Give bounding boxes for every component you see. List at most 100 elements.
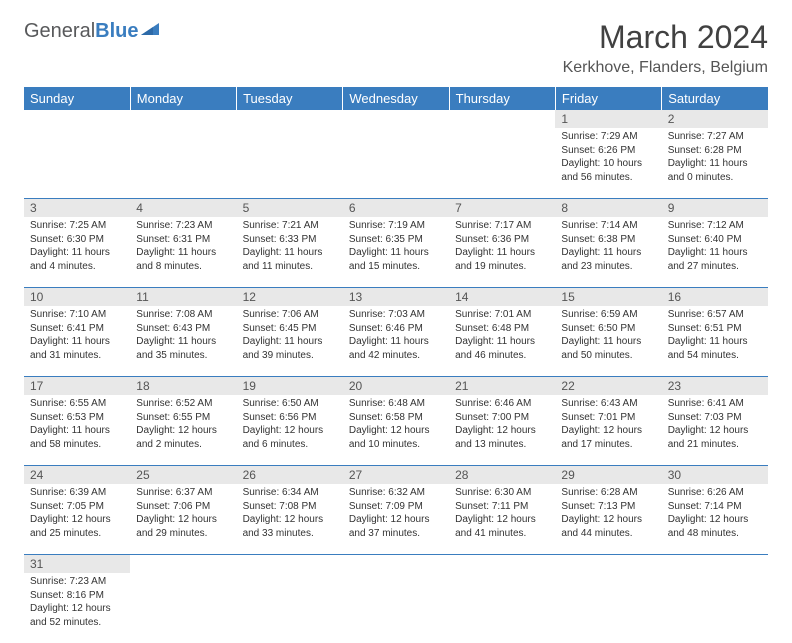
day-number: 13	[343, 288, 449, 307]
weekday-header: Wednesday	[343, 87, 449, 110]
day-cell-content: Sunrise: 7:08 AMSunset: 6:43 PMDaylight:…	[130, 306, 236, 366]
sunrise-text: Sunrise: 6:26 AM	[668, 486, 762, 500]
daylight-text: Daylight: 11 hours and 31 minutes.	[30, 335, 124, 362]
sunset-text: Sunset: 6:51 PM	[668, 322, 762, 336]
header: GeneralBlue March 2024 Kerkhove, Flander…	[24, 20, 768, 77]
daylight-text: Daylight: 11 hours and 19 minutes.	[455, 246, 549, 273]
content-row: Sunrise: 7:10 AMSunset: 6:41 PMDaylight:…	[24, 306, 768, 377]
day-cell-content: Sunrise: 6:41 AMSunset: 7:03 PMDaylight:…	[662, 395, 768, 455]
day-cell: Sunrise: 6:55 AMSunset: 6:53 PMDaylight:…	[24, 395, 130, 466]
sunset-text: Sunset: 6:55 PM	[136, 411, 230, 425]
day-cell-content: Sunrise: 7:27 AMSunset: 6:28 PMDaylight:…	[662, 128, 768, 188]
daylight-text: Daylight: 11 hours and 58 minutes.	[30, 424, 124, 451]
day-cell: Sunrise: 6:30 AMSunset: 7:11 PMDaylight:…	[449, 484, 555, 555]
sunrise-text: Sunrise: 7:17 AM	[455, 219, 549, 233]
daynum-row: 3456789	[24, 199, 768, 218]
day-cell	[130, 573, 236, 643]
day-number: 16	[662, 288, 768, 307]
daylight-text: Daylight: 11 hours and 4 minutes.	[30, 246, 124, 273]
daylight-text: Daylight: 11 hours and 27 minutes.	[668, 246, 762, 273]
day-number: 6	[343, 199, 449, 218]
sunset-text: Sunset: 7:11 PM	[455, 500, 549, 514]
sunset-text: Sunset: 6:26 PM	[561, 144, 655, 158]
day-cell-content: Sunrise: 7:03 AMSunset: 6:46 PMDaylight:…	[343, 306, 449, 366]
sunrise-text: Sunrise: 7:14 AM	[561, 219, 655, 233]
sunrise-text: Sunrise: 6:28 AM	[561, 486, 655, 500]
day-cell	[130, 128, 236, 199]
day-cell: Sunrise: 7:14 AMSunset: 6:38 PMDaylight:…	[555, 217, 661, 288]
day-number: 1	[555, 110, 661, 128]
sunset-text: Sunset: 6:41 PM	[30, 322, 124, 336]
day-cell	[555, 573, 661, 643]
sunrise-text: Sunrise: 6:55 AM	[30, 397, 124, 411]
day-cell: Sunrise: 6:48 AMSunset: 6:58 PMDaylight:…	[343, 395, 449, 466]
weekday-header: Friday	[555, 87, 661, 110]
day-cell: Sunrise: 6:34 AMSunset: 7:08 PMDaylight:…	[237, 484, 343, 555]
day-cell: Sunrise: 7:03 AMSunset: 6:46 PMDaylight:…	[343, 306, 449, 377]
daynum-row: 31	[24, 555, 768, 574]
daylight-text: Daylight: 11 hours and 50 minutes.	[561, 335, 655, 362]
day-cell-content: Sunrise: 6:43 AMSunset: 7:01 PMDaylight:…	[555, 395, 661, 455]
day-number: 26	[237, 466, 343, 485]
daynum-row: 24252627282930	[24, 466, 768, 485]
sunrise-text: Sunrise: 7:21 AM	[243, 219, 337, 233]
day-number: 10	[24, 288, 130, 307]
day-cell: Sunrise: 7:08 AMSunset: 6:43 PMDaylight:…	[130, 306, 236, 377]
day-cell-content: Sunrise: 7:06 AMSunset: 6:45 PMDaylight:…	[237, 306, 343, 366]
day-number: 14	[449, 288, 555, 307]
sunset-text: Sunset: 6:28 PM	[668, 144, 762, 158]
day-cell: Sunrise: 6:46 AMSunset: 7:00 PMDaylight:…	[449, 395, 555, 466]
day-cell: Sunrise: 6:37 AMSunset: 7:06 PMDaylight:…	[130, 484, 236, 555]
day-cell: Sunrise: 7:21 AMSunset: 6:33 PMDaylight:…	[237, 217, 343, 288]
daylight-text: Daylight: 11 hours and 0 minutes.	[668, 157, 762, 184]
day-cell: Sunrise: 7:01 AMSunset: 6:48 PMDaylight:…	[449, 306, 555, 377]
content-row: Sunrise: 7:25 AMSunset: 6:30 PMDaylight:…	[24, 217, 768, 288]
daylight-text: Daylight: 11 hours and 15 minutes.	[349, 246, 443, 273]
day-number: 30	[662, 466, 768, 485]
daylight-text: Daylight: 11 hours and 8 minutes.	[136, 246, 230, 273]
sunset-text: Sunset: 6:38 PM	[561, 233, 655, 247]
location: Kerkhove, Flanders, Belgium	[563, 59, 768, 77]
day-number	[130, 555, 236, 574]
weekday-header: Saturday	[662, 87, 768, 110]
day-number: 8	[555, 199, 661, 218]
day-cell: Sunrise: 6:43 AMSunset: 7:01 PMDaylight:…	[555, 395, 661, 466]
sunset-text: Sunset: 8:16 PM	[30, 589, 124, 603]
daylight-text: Daylight: 12 hours and 21 minutes.	[668, 424, 762, 451]
day-cell: Sunrise: 6:52 AMSunset: 6:55 PMDaylight:…	[130, 395, 236, 466]
day-number: 20	[343, 377, 449, 396]
day-number	[237, 555, 343, 574]
calendar-body: 12Sunrise: 7:29 AMSunset: 6:26 PMDayligh…	[24, 110, 768, 643]
daynum-row: 12	[24, 110, 768, 128]
sunrise-text: Sunrise: 6:30 AM	[455, 486, 549, 500]
day-number: 19	[237, 377, 343, 396]
sunset-text: Sunset: 6:58 PM	[349, 411, 443, 425]
sunset-text: Sunset: 6:31 PM	[136, 233, 230, 247]
daylight-text: Daylight: 10 hours and 56 minutes.	[561, 157, 655, 184]
day-cell-content: Sunrise: 6:32 AMSunset: 7:09 PMDaylight:…	[343, 484, 449, 544]
sunrise-text: Sunrise: 6:32 AM	[349, 486, 443, 500]
day-number: 31	[24, 555, 130, 574]
content-row: Sunrise: 6:39 AMSunset: 7:05 PMDaylight:…	[24, 484, 768, 555]
day-cell: Sunrise: 6:41 AMSunset: 7:03 PMDaylight:…	[662, 395, 768, 466]
day-number: 15	[555, 288, 661, 307]
sunset-text: Sunset: 6:36 PM	[455, 233, 549, 247]
flag-icon	[141, 20, 163, 43]
sunrise-text: Sunrise: 6:59 AM	[561, 308, 655, 322]
sunrise-text: Sunrise: 6:34 AM	[243, 486, 337, 500]
day-cell-content: Sunrise: 7:23 AMSunset: 6:31 PMDaylight:…	[130, 217, 236, 277]
sunset-text: Sunset: 7:13 PM	[561, 500, 655, 514]
day-number	[555, 555, 661, 574]
day-cell: Sunrise: 7:27 AMSunset: 6:28 PMDaylight:…	[662, 128, 768, 199]
sunset-text: Sunset: 6:56 PM	[243, 411, 337, 425]
day-number: 11	[130, 288, 236, 307]
day-cell: Sunrise: 6:39 AMSunset: 7:05 PMDaylight:…	[24, 484, 130, 555]
day-cell-content: Sunrise: 6:55 AMSunset: 6:53 PMDaylight:…	[24, 395, 130, 455]
sunrise-text: Sunrise: 7:25 AM	[30, 219, 124, 233]
sunset-text: Sunset: 7:01 PM	[561, 411, 655, 425]
sunrise-text: Sunrise: 7:27 AM	[668, 130, 762, 144]
weekday-header: Tuesday	[237, 87, 343, 110]
day-cell	[449, 128, 555, 199]
day-cell-content: Sunrise: 7:17 AMSunset: 6:36 PMDaylight:…	[449, 217, 555, 277]
day-cell-content: Sunrise: 6:59 AMSunset: 6:50 PMDaylight:…	[555, 306, 661, 366]
